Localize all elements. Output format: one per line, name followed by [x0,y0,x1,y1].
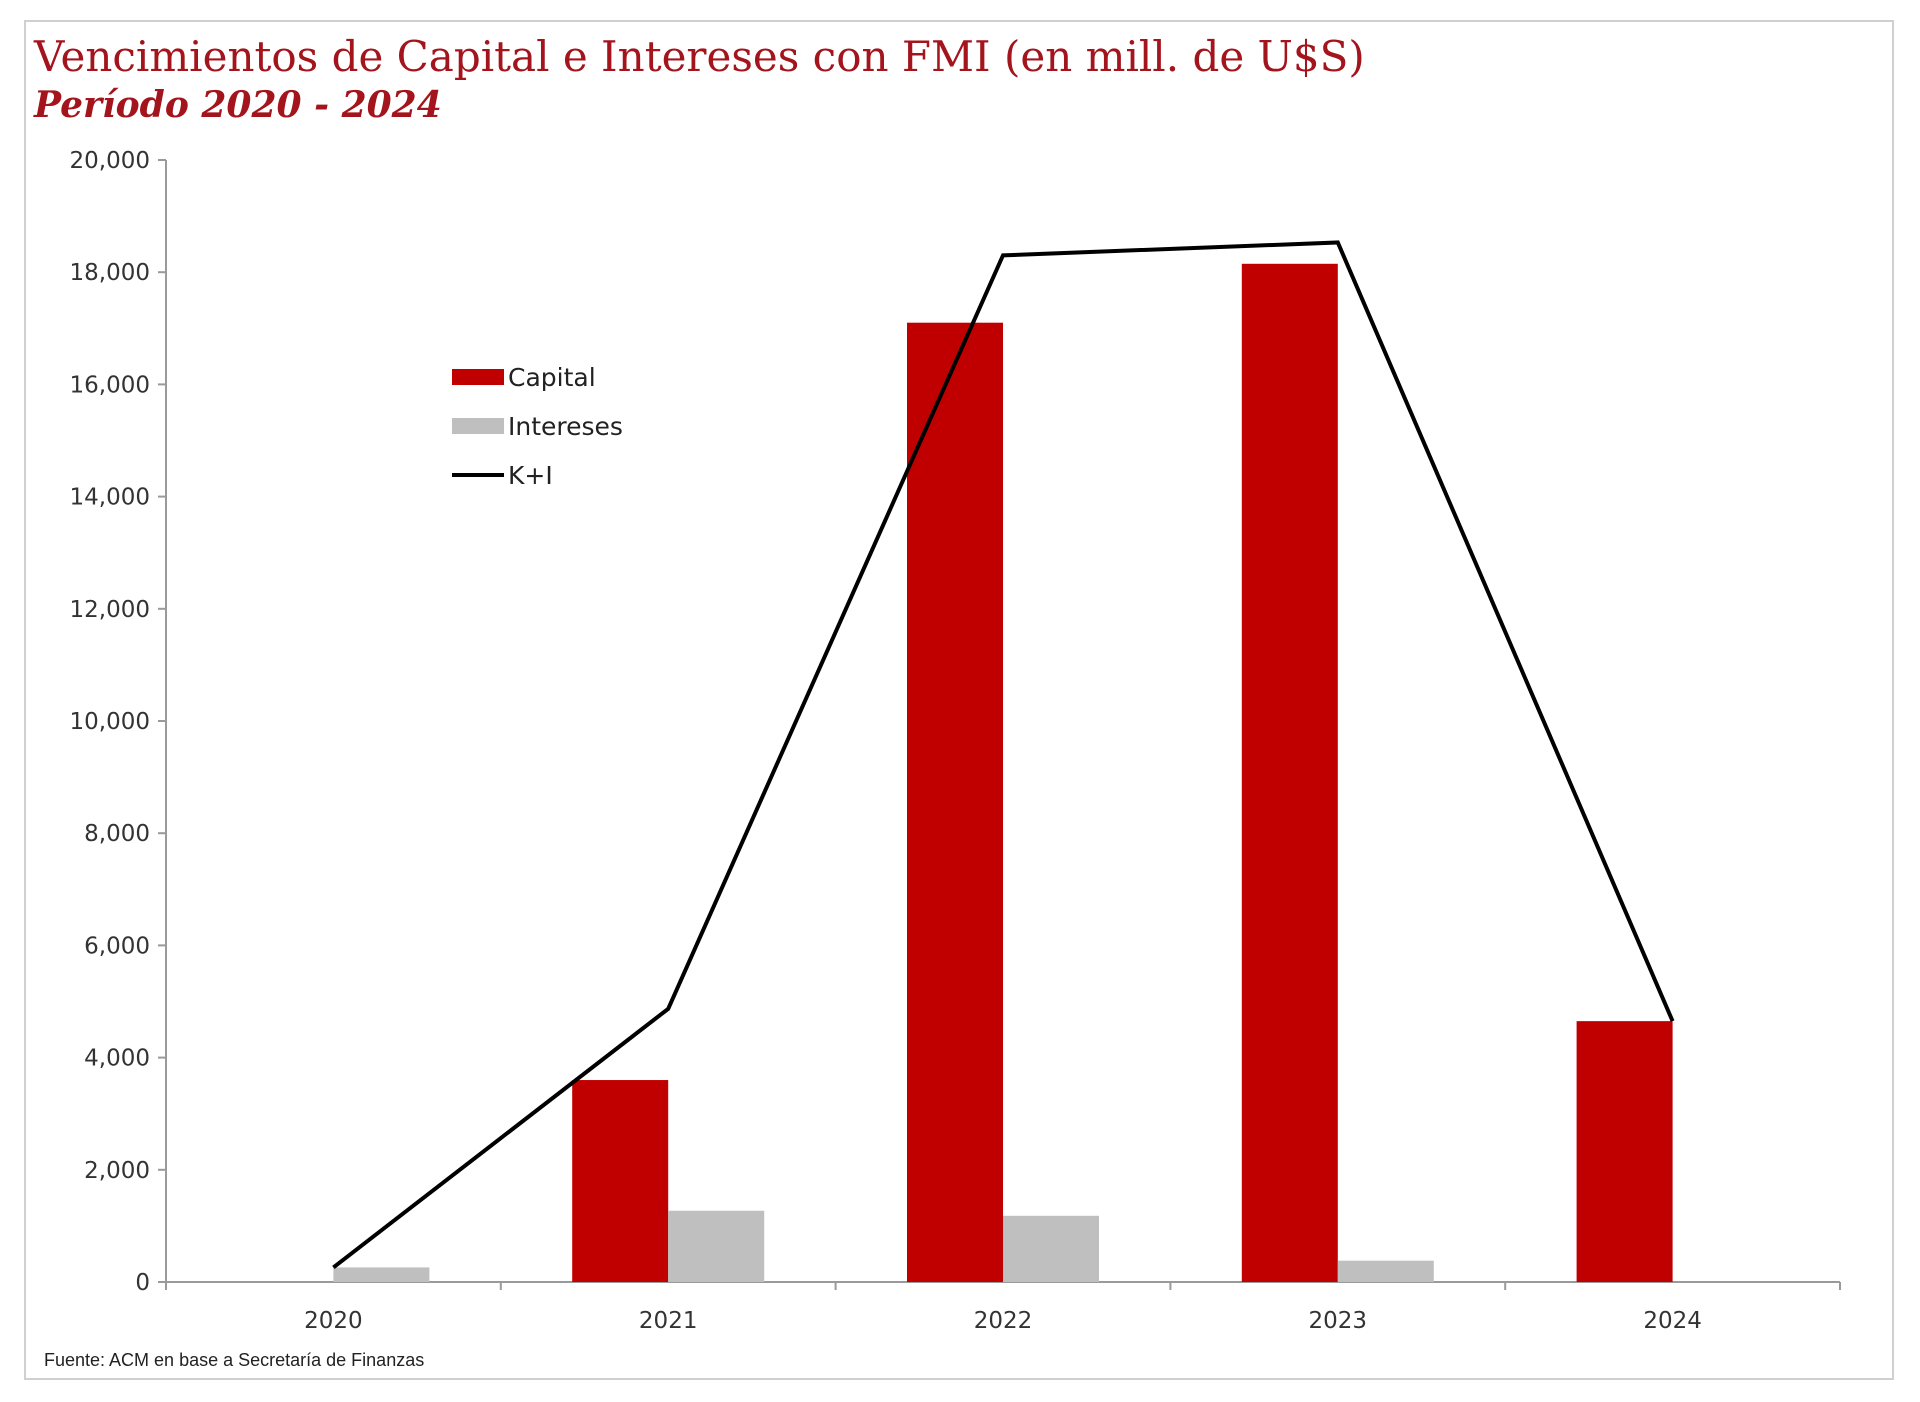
y-tick-label: 14,000 [70,485,150,511]
bar-capital-2021 [572,1080,669,1282]
x-tick-label: 2023 [1309,1308,1368,1334]
x-tick-label: 2022 [974,1308,1033,1334]
bar-capital-2024 [1576,1021,1673,1282]
source-note: Fuente: ACM en base a Secretaría de Fina… [44,1350,425,1370]
bar-intereses-2020 [333,1267,430,1282]
chart-legend: Capital Intereses K+I [452,363,623,490]
x-tick-label: 2024 [1643,1308,1702,1334]
chart-title: Vencimientos de Capital e Intereses con … [34,32,1365,81]
bar-intereses-2021 [668,1210,765,1282]
x-tick-label: 2020 [304,1308,363,1334]
y-tick-label: 20,000 [70,148,150,174]
y-tick-label: 0 [135,1270,150,1296]
y-tick-label: 12,000 [70,597,150,623]
y-tick-label: 2,000 [84,1158,150,1184]
chart-lines [332,240,1675,1269]
bar-intereses-2023 [1337,1260,1434,1282]
legend-label-intereses: Intereses [508,412,623,441]
legend-label-capital: Capital [508,363,596,392]
legend-swatch-intereses [452,418,504,434]
bar-capital-2022 [907,322,1003,1282]
legend-label-k-i: K+I [508,461,553,490]
chart-axes: 0 2,000 4,000 6,000 8,000 10,000 12,000 14,000 1… [70,148,1841,1334]
y-tick-label: 4,000 [84,1046,150,1072]
bar-intereses-2022 [1003,1215,1099,1282]
y-tick-label: 8,000 [84,821,150,847]
chart-subtitle: Período 2020 - 2024 [34,84,442,126]
line-series-k-i [332,240,1675,1269]
legend-swatch-capital [452,369,504,385]
bar-capital-2023 [1241,263,1338,1282]
x-tick-label: 2021 [639,1308,698,1334]
chart-bars [333,263,1673,1282]
y-tick-label: 6,000 [84,933,150,959]
y-tick-label: 10,000 [70,709,150,735]
y-tick-label: 16,000 [70,372,150,398]
y-tick-label: 18,000 [70,260,150,286]
